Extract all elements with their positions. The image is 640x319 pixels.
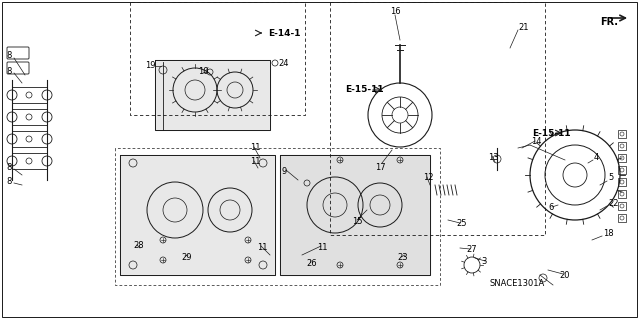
Text: 21: 21 bbox=[518, 23, 529, 32]
Text: 3: 3 bbox=[481, 257, 486, 266]
Text: 8: 8 bbox=[6, 177, 12, 187]
Text: 27: 27 bbox=[466, 246, 477, 255]
Polygon shape bbox=[280, 155, 430, 275]
Text: 9: 9 bbox=[282, 167, 287, 175]
Bar bbox=[618, 214, 626, 222]
Text: 11: 11 bbox=[250, 158, 260, 167]
Bar bbox=[618, 166, 626, 174]
Bar bbox=[618, 130, 626, 138]
Text: E-14-1: E-14-1 bbox=[268, 28, 301, 38]
Text: 24: 24 bbox=[278, 58, 289, 68]
Bar bbox=[12, 87, 47, 103]
Text: 8: 8 bbox=[6, 164, 12, 173]
Text: 8: 8 bbox=[6, 50, 12, 60]
Text: 28: 28 bbox=[133, 241, 143, 250]
Text: 23: 23 bbox=[397, 254, 408, 263]
Text: 25: 25 bbox=[456, 219, 467, 228]
Text: 17: 17 bbox=[375, 162, 386, 172]
Text: 11: 11 bbox=[317, 242, 328, 251]
Text: 14: 14 bbox=[531, 137, 541, 146]
Text: 12: 12 bbox=[423, 174, 433, 182]
Bar bbox=[618, 202, 626, 210]
Bar bbox=[12, 109, 47, 125]
Text: 11: 11 bbox=[250, 144, 260, 152]
Text: 26: 26 bbox=[306, 258, 317, 268]
Text: 22: 22 bbox=[608, 198, 618, 207]
Text: 8: 8 bbox=[6, 68, 12, 77]
Bar bbox=[618, 190, 626, 198]
Text: E-15-11: E-15-11 bbox=[345, 85, 383, 94]
Bar bbox=[618, 154, 626, 162]
Text: 5: 5 bbox=[608, 174, 613, 182]
Text: E-15-11: E-15-11 bbox=[532, 129, 571, 137]
Text: 18: 18 bbox=[603, 229, 614, 239]
Text: 11: 11 bbox=[257, 242, 268, 251]
Bar bbox=[618, 142, 626, 150]
Text: 19: 19 bbox=[145, 61, 156, 70]
Text: 10: 10 bbox=[198, 68, 209, 77]
Polygon shape bbox=[120, 155, 275, 275]
Text: 16: 16 bbox=[390, 8, 401, 17]
Text: SNACE1301A: SNACE1301A bbox=[490, 278, 545, 287]
Text: 29: 29 bbox=[181, 253, 191, 262]
Text: 15: 15 bbox=[352, 218, 362, 226]
Bar bbox=[12, 131, 47, 147]
Text: 4: 4 bbox=[594, 152, 599, 161]
Text: 6: 6 bbox=[548, 203, 554, 211]
Bar bbox=[618, 178, 626, 186]
Text: FR.: FR. bbox=[600, 17, 618, 27]
Bar bbox=[12, 153, 47, 169]
Polygon shape bbox=[155, 60, 270, 130]
Text: 13: 13 bbox=[488, 152, 499, 161]
Text: 20: 20 bbox=[559, 271, 570, 279]
